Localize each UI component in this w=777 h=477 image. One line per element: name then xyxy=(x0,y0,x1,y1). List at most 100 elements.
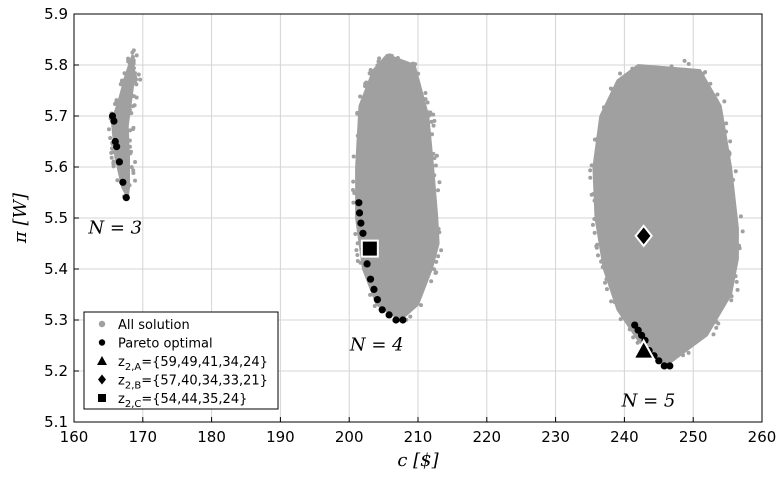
legend-label: z2,A={59,49,41,34,24} xyxy=(118,355,268,373)
x-tick-label: 170 xyxy=(128,428,157,446)
solution-point xyxy=(136,72,141,77)
solution-point xyxy=(595,253,600,258)
solution-point xyxy=(737,243,742,248)
y-tick-label: 5.7 xyxy=(44,107,68,125)
solution-point xyxy=(130,55,135,60)
y-axis-label: π [W] xyxy=(10,192,31,244)
solution-point xyxy=(127,138,132,143)
solution-point xyxy=(600,259,605,264)
solution-point xyxy=(714,325,719,330)
x-tick-label: 240 xyxy=(610,428,639,446)
legend-marker xyxy=(97,356,107,365)
solution-point xyxy=(133,178,138,183)
solution-point xyxy=(686,350,691,355)
solution-point xyxy=(353,231,358,236)
pareto-point xyxy=(115,158,124,166)
solution-point xyxy=(436,188,441,193)
solution-point xyxy=(129,149,134,154)
solution-point xyxy=(592,216,597,221)
group-label: N = 5 xyxy=(621,391,676,412)
z2c-square-marker xyxy=(360,239,379,258)
x-tick-label: 190 xyxy=(266,428,295,446)
solution-point xyxy=(734,279,739,284)
y-tick-label: 5.4 xyxy=(44,260,68,278)
solution-point xyxy=(109,150,114,155)
legend: All solution Pareto optimal z2,A={59,49,41… xyxy=(83,311,279,410)
solution-point xyxy=(358,260,363,265)
solution-point xyxy=(740,229,745,234)
solution-point xyxy=(711,332,716,337)
pareto-point xyxy=(363,260,371,268)
legend-label: z2,B={57,40,34,33,21} xyxy=(118,374,268,392)
pareto-point xyxy=(122,194,130,202)
solution-point xyxy=(355,133,360,138)
y-tick-label: 5.8 xyxy=(44,56,68,74)
solution-point xyxy=(603,280,608,285)
solution-point xyxy=(733,274,738,279)
solution-point xyxy=(131,168,136,173)
solution-point xyxy=(376,59,381,64)
solution-cloud xyxy=(110,54,136,201)
solution-point xyxy=(111,160,116,165)
solution-point xyxy=(423,91,428,96)
solution-point xyxy=(432,173,437,178)
solution-point xyxy=(429,279,434,284)
solution-point xyxy=(418,303,423,308)
legend-label: All solution xyxy=(118,318,190,333)
solution-point xyxy=(610,87,615,92)
solution-point xyxy=(398,60,403,65)
y-tick-label: 5.9 xyxy=(44,5,68,23)
solution-point xyxy=(352,190,357,195)
solution-point xyxy=(372,303,377,308)
group-label: N = 4 xyxy=(349,335,404,356)
pareto-point xyxy=(113,143,121,151)
solution-point xyxy=(618,71,623,76)
solution-point xyxy=(351,179,356,184)
solution-point xyxy=(351,187,356,192)
axis-ticks: 160 170 180 190 200 210 220 230 240 250 260 5.1 5.2 5… xyxy=(44,5,776,446)
solution-point xyxy=(682,58,687,63)
solution-point xyxy=(733,169,738,174)
x-tick-label: 210 xyxy=(404,428,433,446)
solution-point xyxy=(133,71,138,76)
solution-point xyxy=(109,155,114,160)
solution-point xyxy=(589,192,594,197)
solution-point xyxy=(723,129,728,134)
y-tick-label: 5.5 xyxy=(44,209,68,227)
x-tick-label: 250 xyxy=(679,428,708,446)
solution-point xyxy=(729,298,734,303)
x-tick-label: 160 xyxy=(60,428,89,446)
solution-point xyxy=(657,73,662,78)
solution-point xyxy=(604,277,609,282)
pareto-point xyxy=(385,311,393,319)
solution-point xyxy=(115,178,120,183)
solution-point xyxy=(127,108,132,113)
legend-box xyxy=(83,311,279,410)
solution-point xyxy=(588,175,593,180)
pareto-point xyxy=(666,362,674,370)
x-axis-label: c [$] xyxy=(397,450,439,471)
pareto-point xyxy=(110,117,118,125)
pareto-point xyxy=(373,296,382,304)
solution-point xyxy=(355,111,360,116)
solution-point xyxy=(604,287,609,292)
solution-point xyxy=(403,64,408,69)
solution-point xyxy=(106,127,111,132)
solution-point xyxy=(429,119,434,124)
pareto-point xyxy=(370,285,378,293)
solution-point xyxy=(129,111,134,116)
solution-point xyxy=(693,69,698,74)
solution-point xyxy=(716,321,721,326)
solution-point xyxy=(627,327,632,332)
solution-point xyxy=(727,152,732,157)
solution-point xyxy=(362,83,367,88)
y-tick-label: 5.6 xyxy=(44,158,68,176)
pareto-point xyxy=(359,229,367,237)
solution-point xyxy=(692,74,697,79)
solution-point xyxy=(681,353,686,358)
solution-point xyxy=(354,248,359,253)
solution-point xyxy=(601,105,606,110)
solution-point xyxy=(708,81,713,86)
solution-point xyxy=(434,270,439,275)
